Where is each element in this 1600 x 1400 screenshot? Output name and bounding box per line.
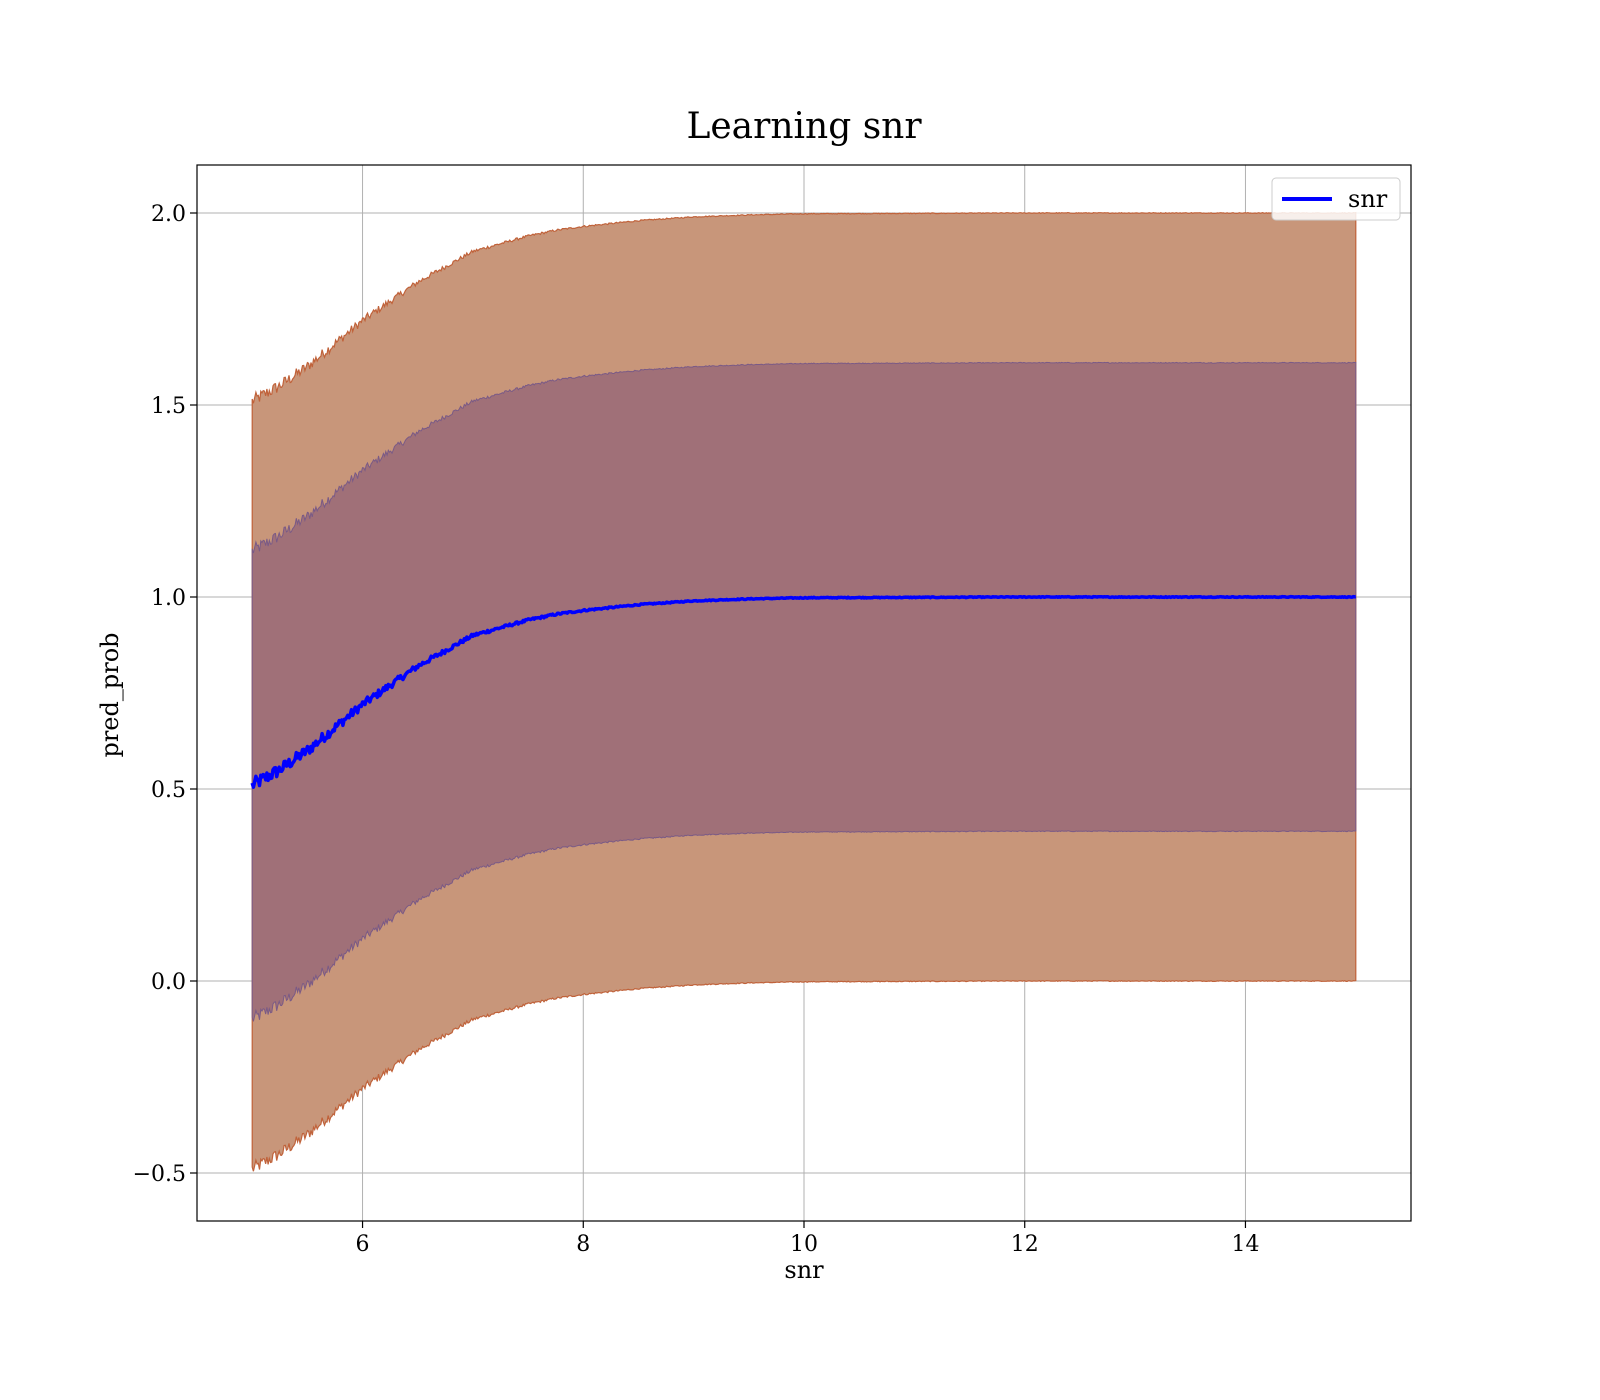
y-tick-label: 1.5 — [151, 394, 186, 419]
series-line-snr — [250, 594, 1357, 789]
x-tick-label: 6 — [356, 1232, 370, 1257]
y-tick-label: 0.5 — [151, 778, 186, 803]
x-tick-label: 14 — [1231, 1232, 1259, 1257]
y-tick-label: −0.5 — [133, 1162, 186, 1187]
y-tick-label: 0.0 — [151, 970, 186, 995]
x-tick-label: 8 — [576, 1232, 590, 1257]
chart-title: Learning snr — [686, 106, 922, 147]
confidence-bands — [251, 211, 1357, 1172]
y-tick-label: 2.0 — [151, 202, 186, 227]
series-lines — [250, 594, 1357, 789]
axis-ticks: 6 8 10 12 14 −0.5 0.0 0.5 1.0 1.5 2.0 — [133, 202, 1260, 1257]
legend-box — [1271, 177, 1401, 221]
legend: snr — [1271, 177, 1401, 221]
inner-confidence-band — [251, 361, 1357, 1022]
y-axis-label: pred_prob — [96, 632, 124, 757]
y-tick-label: 1.0 — [151, 586, 186, 611]
x-tick-label: 12 — [1011, 1232, 1039, 1257]
legend-label: snr — [1348, 185, 1388, 213]
x-axis-label: snr — [784, 1256, 824, 1284]
x-tick-label: 10 — [790, 1232, 818, 1257]
